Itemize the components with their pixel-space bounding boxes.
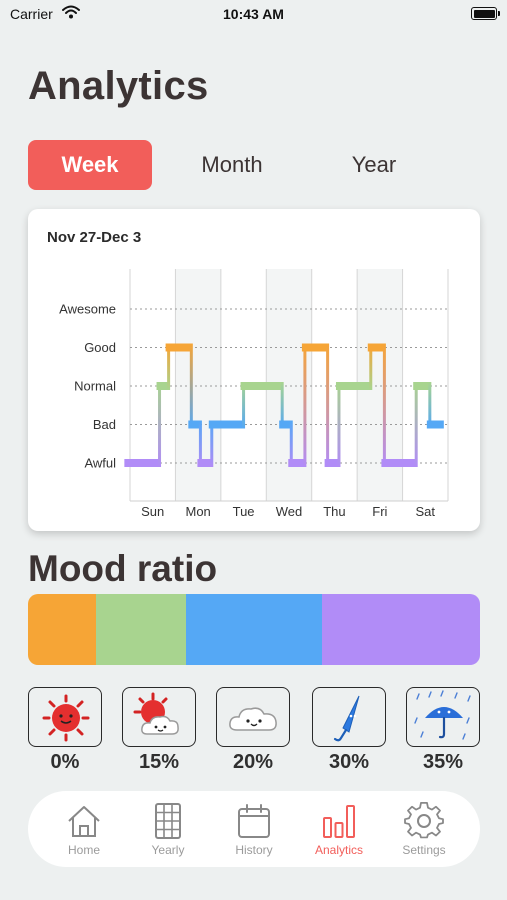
page-title: Analytics xyxy=(28,64,209,108)
mood-step-normal xyxy=(240,382,283,390)
mood-transition xyxy=(303,343,307,467)
mood-step-awful xyxy=(324,459,339,467)
ratio-segment-normal xyxy=(95,594,187,665)
mood-chart: Awful Bad Normal Good Awesome Sun Mon Tue Wed Thu… xyxy=(59,269,449,519)
tabbar-label: Home xyxy=(67,843,100,857)
sun-icon xyxy=(28,687,102,747)
x-tick-label: Sun xyxy=(141,504,164,519)
umbrella-rain-icon xyxy=(406,687,480,747)
mood-step-bad xyxy=(188,420,201,429)
y-tick-label: Awful xyxy=(84,456,116,471)
mood-transition xyxy=(382,343,386,467)
umbrella-closed-icon xyxy=(312,687,386,747)
mood-step-good xyxy=(165,343,192,352)
mood-step-bad xyxy=(208,420,244,429)
tabbar-label: Yearly xyxy=(151,843,185,857)
chart-date-range: Nov 27-Dec 3 xyxy=(47,229,142,246)
tabbar-yearly[interactable]: Yearly xyxy=(125,801,211,857)
tabbar-home[interactable]: Home xyxy=(41,801,127,857)
mood-step-awful xyxy=(197,459,212,467)
mood-item-bad: 30% xyxy=(312,687,386,774)
mood-transition xyxy=(242,382,246,429)
calendar-icon xyxy=(238,804,270,838)
tab-year[interactable]: Year xyxy=(351,152,397,177)
mood-step-good xyxy=(367,343,385,352)
ratio-segment-bad xyxy=(186,594,322,665)
home-icon xyxy=(68,806,100,837)
cloud-icon xyxy=(216,687,290,747)
mood-step-good xyxy=(301,343,328,352)
tab-month[interactable]: Month xyxy=(201,152,263,177)
gear-icon xyxy=(404,802,444,839)
mood-transition xyxy=(428,382,432,429)
mood-percent: 35% xyxy=(422,751,464,773)
tabbar-label: Settings xyxy=(402,843,446,857)
mood-transition xyxy=(210,420,214,467)
status-time: 10:43 AM xyxy=(223,6,284,22)
mood-step-normal xyxy=(335,382,371,390)
x-tick-label: Wed xyxy=(276,504,303,519)
mood-step-normal xyxy=(413,382,430,390)
period-tabs: Week Month Year xyxy=(28,140,480,190)
mood-step-bad xyxy=(426,420,444,429)
mood-percent: 15% xyxy=(138,751,180,773)
tab-week[interactable]: Week xyxy=(28,140,152,190)
tabbar-settings[interactable]: Settings xyxy=(381,801,467,857)
mood-item-normal: 20% xyxy=(216,687,290,774)
wifi-icon xyxy=(62,5,80,24)
mood-step-awful xyxy=(288,459,305,467)
tabbar-label: Analytics xyxy=(314,843,364,857)
mood-transition xyxy=(198,420,202,467)
bottom-tab-bar: Home Yearly History Analytics xyxy=(28,791,480,867)
mood-transition xyxy=(280,382,284,429)
mood-transition xyxy=(326,343,330,467)
mood-chart-card: Nov 27-Dec 3 Awful Bad Normal Good Awesome Su… xyxy=(28,209,480,531)
mood-item-good: 15% xyxy=(122,687,196,774)
mood-transition xyxy=(189,343,193,429)
mood-step-bad xyxy=(279,420,292,429)
y-tick-label: Bad xyxy=(93,417,116,432)
mood-percent: 0% xyxy=(50,751,80,773)
mood-step-awful xyxy=(124,459,160,467)
mood-transition xyxy=(167,343,171,390)
mood-legend: 0% 15% 20 xyxy=(28,687,480,777)
bar-chart-icon xyxy=(323,805,355,838)
mood-transition xyxy=(337,382,341,467)
mood-step-normal xyxy=(156,382,169,390)
battery-icon xyxy=(471,7,500,20)
x-tick-label: Sat xyxy=(416,504,436,519)
mood-ratio-bar xyxy=(28,594,480,665)
calendar-grid-icon xyxy=(155,803,181,839)
tabbar-analytics[interactable]: Analytics xyxy=(296,801,382,857)
x-tick-label: Tue xyxy=(233,504,255,519)
tabbar-history[interactable]: History xyxy=(211,801,297,857)
ratio-segment-good xyxy=(28,594,96,665)
mood-ratio-title: Mood ratio xyxy=(28,548,218,589)
y-tick-label: Normal xyxy=(74,379,116,394)
mood-transition xyxy=(369,343,373,390)
carrier-label: Carrier xyxy=(10,6,53,22)
mood-item-awful: 35% xyxy=(406,687,480,774)
mood-transition xyxy=(289,420,293,467)
ratio-segment-awful xyxy=(321,594,480,665)
mood-transition xyxy=(414,382,418,467)
y-tick-label: Awesome xyxy=(59,302,116,317)
mood-transition xyxy=(158,382,162,467)
x-tick-label: Fri xyxy=(372,504,387,519)
mood-item-awesome: 0% xyxy=(28,687,102,774)
sun-cloud-icon xyxy=(122,687,196,747)
x-tick-label: Thu xyxy=(323,504,345,519)
status-bar: Carrier 10:43 AM xyxy=(0,0,507,30)
tabbar-label: History xyxy=(235,843,273,857)
mood-percent: 20% xyxy=(232,751,274,773)
y-tick-label: Good xyxy=(84,340,116,355)
mood-step-awful xyxy=(381,459,417,467)
mood-percent: 30% xyxy=(328,751,370,773)
x-tick-label: Mon xyxy=(185,504,210,519)
